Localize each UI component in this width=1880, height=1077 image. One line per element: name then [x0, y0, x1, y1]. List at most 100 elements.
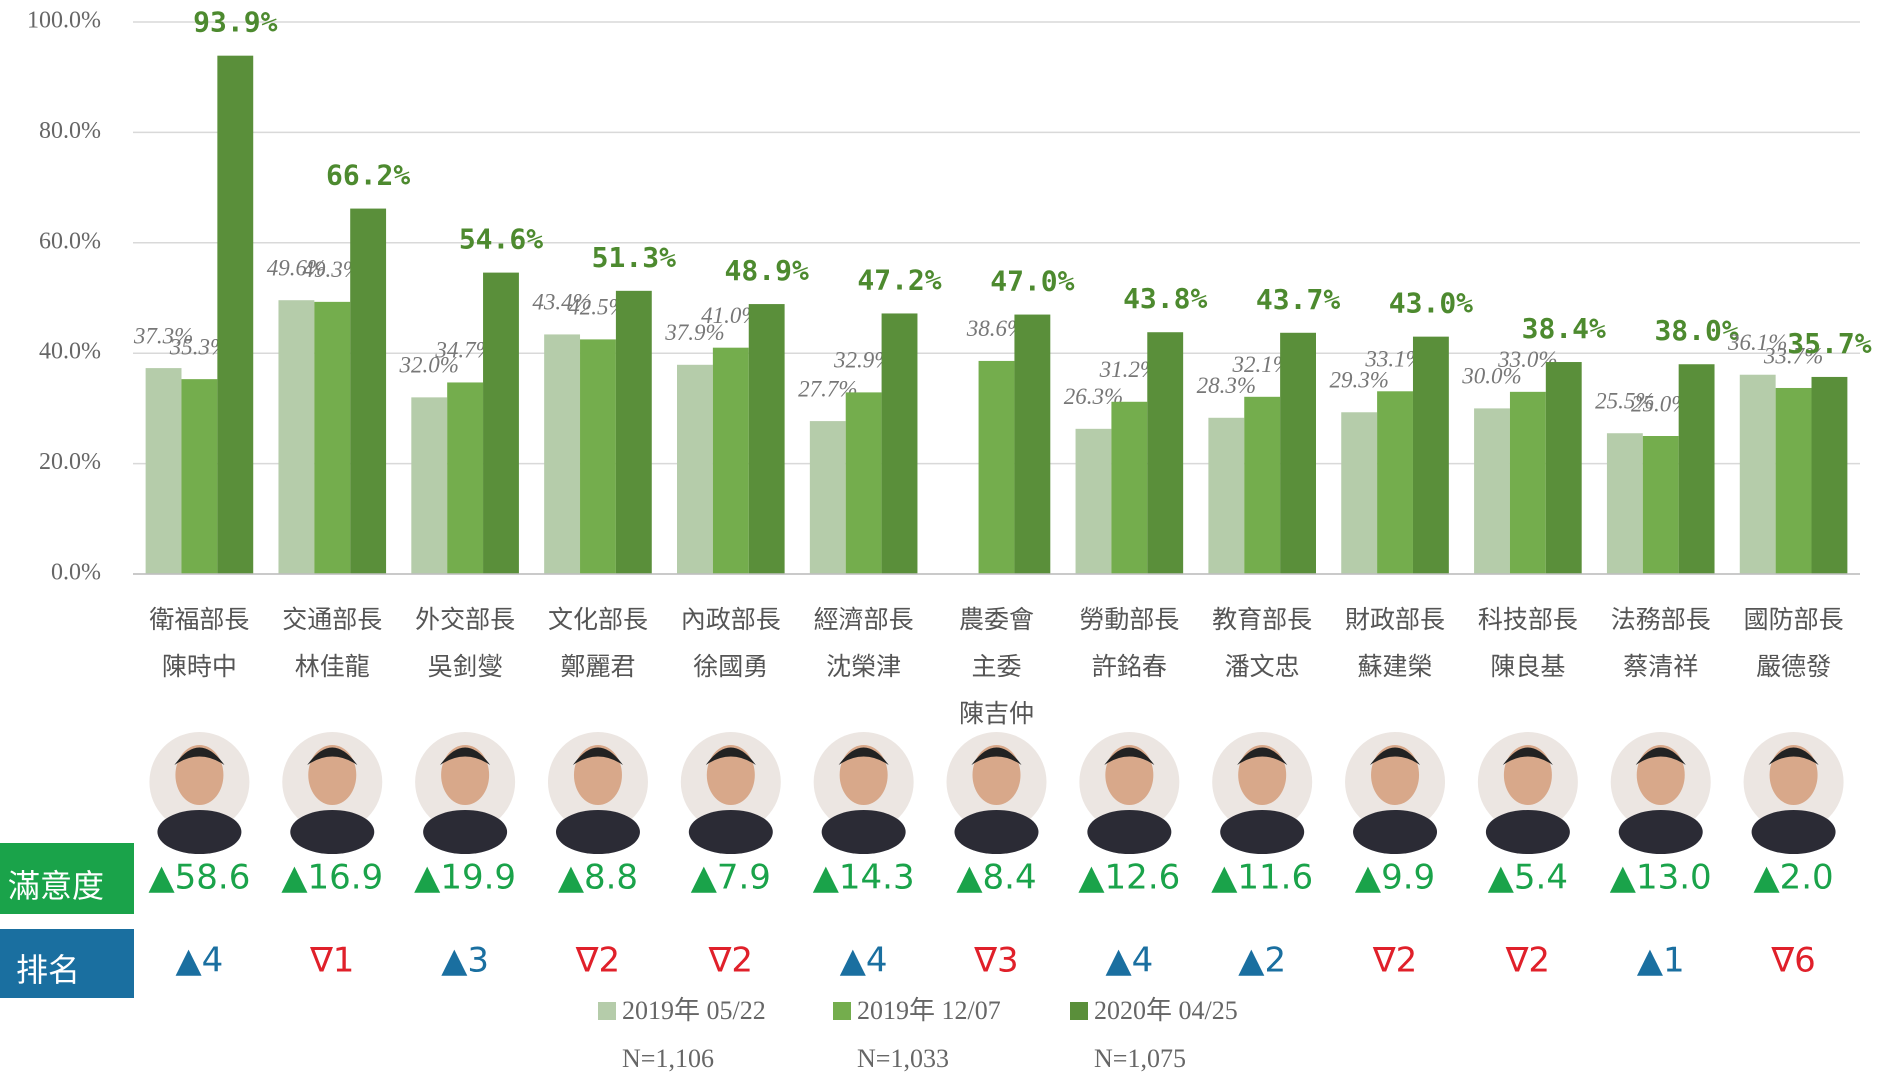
y-tick-label: 20.0%	[39, 449, 101, 475]
portrait-part	[572, 747, 623, 765]
bar	[1111, 401, 1148, 574]
portrait-part	[174, 747, 225, 765]
x-tick-label: 陳時中	[162, 652, 237, 681]
value-label: 43.4%	[532, 290, 591, 315]
bar	[1678, 364, 1715, 574]
bar	[881, 313, 918, 574]
bar	[145, 368, 182, 574]
portrait-part	[1087, 810, 1172, 854]
bar	[1244, 396, 1281, 574]
x-tick-label: 內政部長	[681, 605, 781, 634]
portrait-part	[307, 747, 358, 765]
satisfaction-value: ▲19.9	[414, 858, 516, 898]
y-tick-label: 40.0%	[39, 339, 101, 365]
bar	[1280, 332, 1316, 574]
value-label: 43.7%	[1256, 283, 1340, 316]
portrait	[1743, 732, 1844, 854]
satisfaction-value: ▲5.4	[1488, 858, 1568, 898]
bar	[278, 300, 315, 574]
bar	[580, 339, 616, 574]
bar	[217, 55, 254, 575]
x-tick-label: 勞動部長	[1079, 605, 1179, 634]
y-tick-label: 80.0%	[39, 118, 101, 144]
value-label: 25.5%	[1595, 389, 1654, 414]
satisfaction-value: ▲7.9	[691, 858, 771, 898]
legend-label: 2019年 12/07	[857, 996, 1001, 1025]
portrait-part	[1503, 745, 1552, 805]
portrait	[149, 732, 250, 854]
satisfaction-value: ▲58.6	[148, 858, 250, 898]
x-tick-label: 蔡清祥	[1623, 652, 1698, 681]
value-label: 28.3%	[1197, 373, 1256, 398]
bar	[1341, 412, 1378, 574]
portrait	[946, 732, 1047, 854]
rank-value: ▲4	[840, 941, 888, 981]
bar	[845, 392, 882, 574]
x-tick-label: 外交部長	[415, 605, 515, 634]
satisfaction-value: ▲8.8	[558, 858, 638, 898]
value-label: 35.7%	[1787, 327, 1871, 360]
x-tick-label: 沈榮津	[826, 652, 901, 681]
value-label: 43.0%	[1389, 287, 1473, 320]
portrait-part	[1502, 747, 1553, 765]
rank-value: ∇1	[309, 941, 354, 981]
value-label: 47.2%	[857, 263, 941, 296]
x-tick-label: 衛福部長	[149, 605, 249, 634]
value-label: 37.9%	[664, 320, 724, 345]
portrait-part	[1371, 745, 1420, 805]
rank-value: ∇2	[1372, 941, 1417, 981]
portrait-part	[555, 810, 640, 854]
rank-value: ∇2	[708, 941, 753, 981]
value-label: 66.2%	[326, 159, 410, 192]
rank-value: ∇6	[1770, 941, 1815, 981]
bar	[1811, 376, 1848, 574]
portrait-part	[839, 745, 888, 805]
satisfaction-value: ▲8.4	[956, 858, 1036, 898]
bar	[1606, 433, 1643, 574]
bar	[978, 360, 1015, 574]
bar	[615, 290, 652, 574]
x-tick-label: 徐國勇	[693, 652, 768, 681]
bar	[1377, 391, 1413, 574]
bar	[1474, 408, 1510, 574]
portrait	[547, 732, 648, 854]
x-tick-label: 教育部長	[1212, 605, 1312, 634]
value-label: 38.0%	[1654, 314, 1738, 347]
portrait-part	[1768, 747, 1819, 765]
x-tick-label: 交通部長	[282, 605, 382, 634]
portrait-part	[1370, 747, 1421, 765]
bar	[809, 421, 846, 574]
portrait-part	[1751, 810, 1836, 854]
rank-value: ▲1	[1637, 941, 1685, 981]
portrait-part	[971, 747, 1022, 765]
value-label: 54.6%	[459, 223, 543, 256]
rank-value: ▲4	[176, 941, 224, 981]
x-tick-label: 嚴德發	[1756, 652, 1831, 681]
portrait	[282, 732, 383, 854]
portrait-part	[1618, 810, 1703, 854]
portrait-part	[1238, 745, 1287, 805]
value-label: 51.3%	[592, 241, 676, 274]
portrait-part	[706, 745, 755, 805]
bar	[1075, 428, 1112, 574]
y-tick-label: 100.0%	[27, 8, 101, 34]
value-label: 36.1%	[1727, 330, 1787, 355]
x-tick-label: 農委會	[959, 605, 1034, 634]
portrait-part	[688, 810, 773, 854]
portrait-part	[954, 810, 1039, 854]
satisfaction-value: ▲9.9	[1355, 858, 1435, 898]
x-tick-label: 鄭麗君	[560, 652, 635, 681]
value-label: 32.0%	[399, 353, 459, 378]
legend-sample: N=1,033	[857, 1044, 949, 1073]
value-label: 93.9%	[193, 6, 277, 39]
rank-box	[0, 929, 134, 998]
bar	[483, 272, 519, 574]
value-label: 29.3%	[1329, 368, 1388, 393]
portrait	[1477, 732, 1578, 854]
x-tick-label: 蘇建榮	[1358, 652, 1433, 681]
legend-sample: N=1,075	[1094, 1044, 1186, 1073]
x-tick-label: 潘文忠	[1225, 652, 1300, 681]
portrait	[1610, 732, 1711, 854]
bar	[411, 397, 448, 574]
x-tick-label: 文化部長	[548, 605, 648, 634]
